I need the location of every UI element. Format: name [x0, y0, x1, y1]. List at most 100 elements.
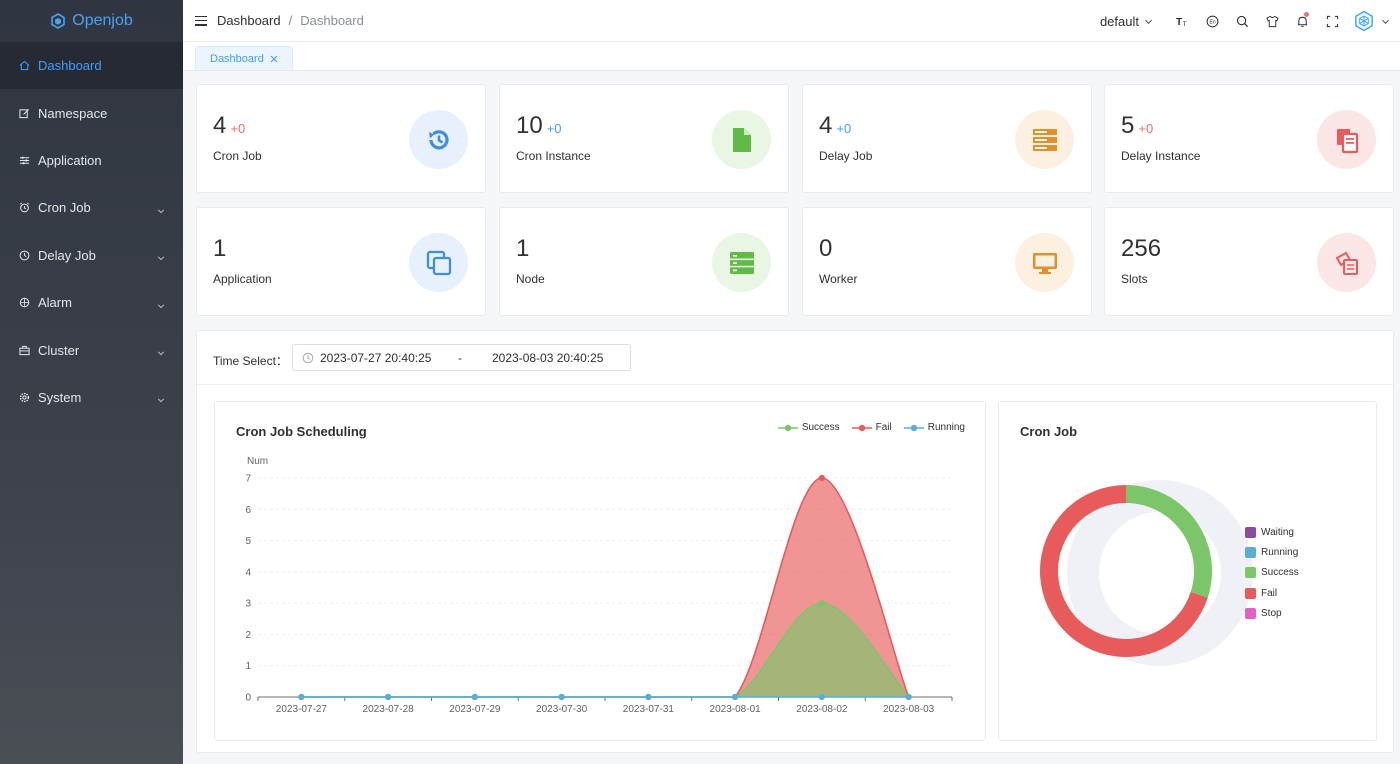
sidebar-item-delay-job[interactable]: Delay Job [0, 232, 183, 279]
stat-label: Cron Instance [516, 149, 591, 163]
cron-job-scheduling-card: Cron Job Scheduling Success Fail Running N… [214, 401, 986, 741]
stat-number: 256 [1121, 235, 1162, 262]
legend-swatch [1245, 587, 1256, 599]
series-point-running [905, 693, 912, 701]
legend-item-running[interactable]: Running [1245, 542, 1299, 562]
chevron-down-icon [157, 250, 165, 261]
tag-dashboard[interactable]: Dashboard [195, 46, 293, 70]
stat-card-slots[interactable]: 256 Slots [1104, 207, 1394, 316]
y-tick-label: 3 [245, 599, 251, 610]
stat-card-delay-instance[interactable]: 5 +0 Delay Instance [1104, 84, 1394, 193]
stat-card-application[interactable]: 1 Application [196, 207, 486, 316]
legend-swatch [1245, 608, 1256, 620]
donut-background-ring [1067, 480, 1253, 666]
legend-label: Success [1261, 567, 1299, 579]
series-area-success [301, 603, 909, 697]
stat-label: Delay Instance [1121, 149, 1201, 163]
sidebar-item-label: Alarm [38, 295, 72, 311]
stat-number: 0 [819, 235, 833, 262]
stat-number: 1 [516, 235, 530, 262]
date-range-end-input[interactable]: 2023-08-03 20:40:25 [492, 351, 604, 365]
legend-swatch [1245, 567, 1256, 579]
stat-delta: +0 [836, 121, 852, 136]
sidebar-item-label: Dashboard [38, 58, 102, 74]
server-icon [712, 233, 771, 292]
legend-item-stop[interactable]: Stop [1245, 604, 1299, 624]
series-point-fail [818, 474, 825, 482]
series-point-running [645, 693, 652, 701]
legend-item-success[interactable]: Success [1245, 563, 1299, 583]
legend-swatch [1245, 547, 1256, 559]
sidebar: Openjob Dashboard Namespace Application Cro… [0, 0, 183, 764]
close-icon[interactable] [270, 55, 278, 63]
sidebar-item-dashboard[interactable]: Dashboard [0, 42, 183, 90]
notification-badge-dot [1304, 12, 1309, 17]
stat-card-cron-job[interactable]: 4 +0 Cron Job [196, 84, 486, 193]
stat-delta: +0 [230, 121, 246, 136]
chevron-down-icon [157, 203, 165, 214]
legend-label: Running [927, 422, 965, 433]
hamburger-menu-icon[interactable] [195, 15, 207, 26]
sidebar-item-system[interactable]: System [0, 374, 183, 421]
stat-value: 10 +0 [516, 113, 562, 142]
home-icon [19, 60, 30, 71]
sidebar-item-label: Cron Job [38, 200, 91, 216]
line-chart-title: Cron Job Scheduling [236, 424, 367, 439]
stat-label: Cron Job [213, 149, 262, 163]
stat-card-cron-instance[interactable]: 10 +0 Cron Instance [499, 84, 789, 193]
chevron-down-icon [157, 392, 165, 403]
clock-icon [302, 352, 314, 364]
file-icon [712, 110, 771, 169]
avatar[interactable] [1353, 10, 1375, 32]
legend-item-success[interactable]: Success [777, 422, 840, 433]
fullscreen-icon[interactable] [1317, 0, 1347, 42]
theme-shirt-icon[interactable] [1257, 0, 1287, 42]
legend-label: Running [1261, 547, 1299, 559]
x-tick-label: 2023-07-29 [449, 704, 501, 715]
sidebar-item-cluster[interactable]: Cluster [0, 326, 183, 373]
legend-label: Success [801, 422, 840, 433]
svg-text:T: T [1182, 21, 1186, 28]
search-icon[interactable] [1227, 0, 1257, 42]
sidebar-item-cron-job[interactable]: Cron Job [0, 184, 183, 231]
time-select-label: Time Select： [213, 354, 288, 368]
tags-view-bar: Dashboard [183, 42, 1400, 71]
legend-item-fail[interactable]: Fail [851, 422, 892, 433]
crosshair-icon [19, 297, 30, 308]
time-select-bar: Time Select： 2023-07-27 20:40:25 - 2023-… [197, 331, 1393, 385]
language-icon[interactable]: En [1197, 0, 1227, 42]
svg-text:T: T [1176, 17, 1183, 28]
legend-item-waiting[interactable]: Waiting [1245, 522, 1299, 542]
legend-item-fail[interactable]: Fail [1245, 583, 1299, 603]
date-range-picker[interactable]: 2023-07-27 20:40:25 - 2023-08-03 20:40:2… [292, 344, 631, 371]
donut-slice-success [1126, 485, 1212, 598]
x-tick-label: 2023-08-02 [796, 704, 848, 715]
y-tick-label: 5 [245, 536, 251, 547]
app-logo[interactable]: Openjob [0, 0, 183, 42]
sidebar-item-namespace[interactable]: Namespace [0, 89, 183, 136]
stat-value: 256 [1121, 236, 1165, 265]
namespace-select[interactable]: default [1100, 14, 1153, 29]
breadcrumb-item-root[interactable]: Dashboard [217, 13, 281, 28]
x-tick-label: 2023-07-28 [363, 704, 415, 715]
sidebar-item-application[interactable]: Application [0, 137, 183, 184]
monitor-icon [1015, 233, 1074, 292]
user-menu-chevron-icon[interactable] [1381, 17, 1390, 26]
stat-card-delay-job[interactable]: 4 +0 Delay Job [802, 84, 1092, 193]
legend-item-running[interactable]: Running [903, 422, 965, 433]
date-range-start-input[interactable]: 2023-07-27 20:40:25 [320, 351, 432, 365]
stat-value: 1 [213, 236, 230, 265]
edit-icon [19, 108, 30, 119]
stat-card-worker[interactable]: 0 Worker [802, 207, 1092, 316]
briefcase-icon [19, 345, 30, 356]
stat-value: 4 +0 [213, 113, 245, 142]
bell-icon[interactable] [1287, 0, 1317, 42]
sidebar-item-alarm[interactable]: Alarm [0, 279, 183, 326]
series-point-running [558, 693, 565, 701]
series-point-running [298, 693, 305, 701]
stat-card-node[interactable]: 1 Node [499, 207, 789, 316]
sliders-icon [19, 155, 30, 166]
